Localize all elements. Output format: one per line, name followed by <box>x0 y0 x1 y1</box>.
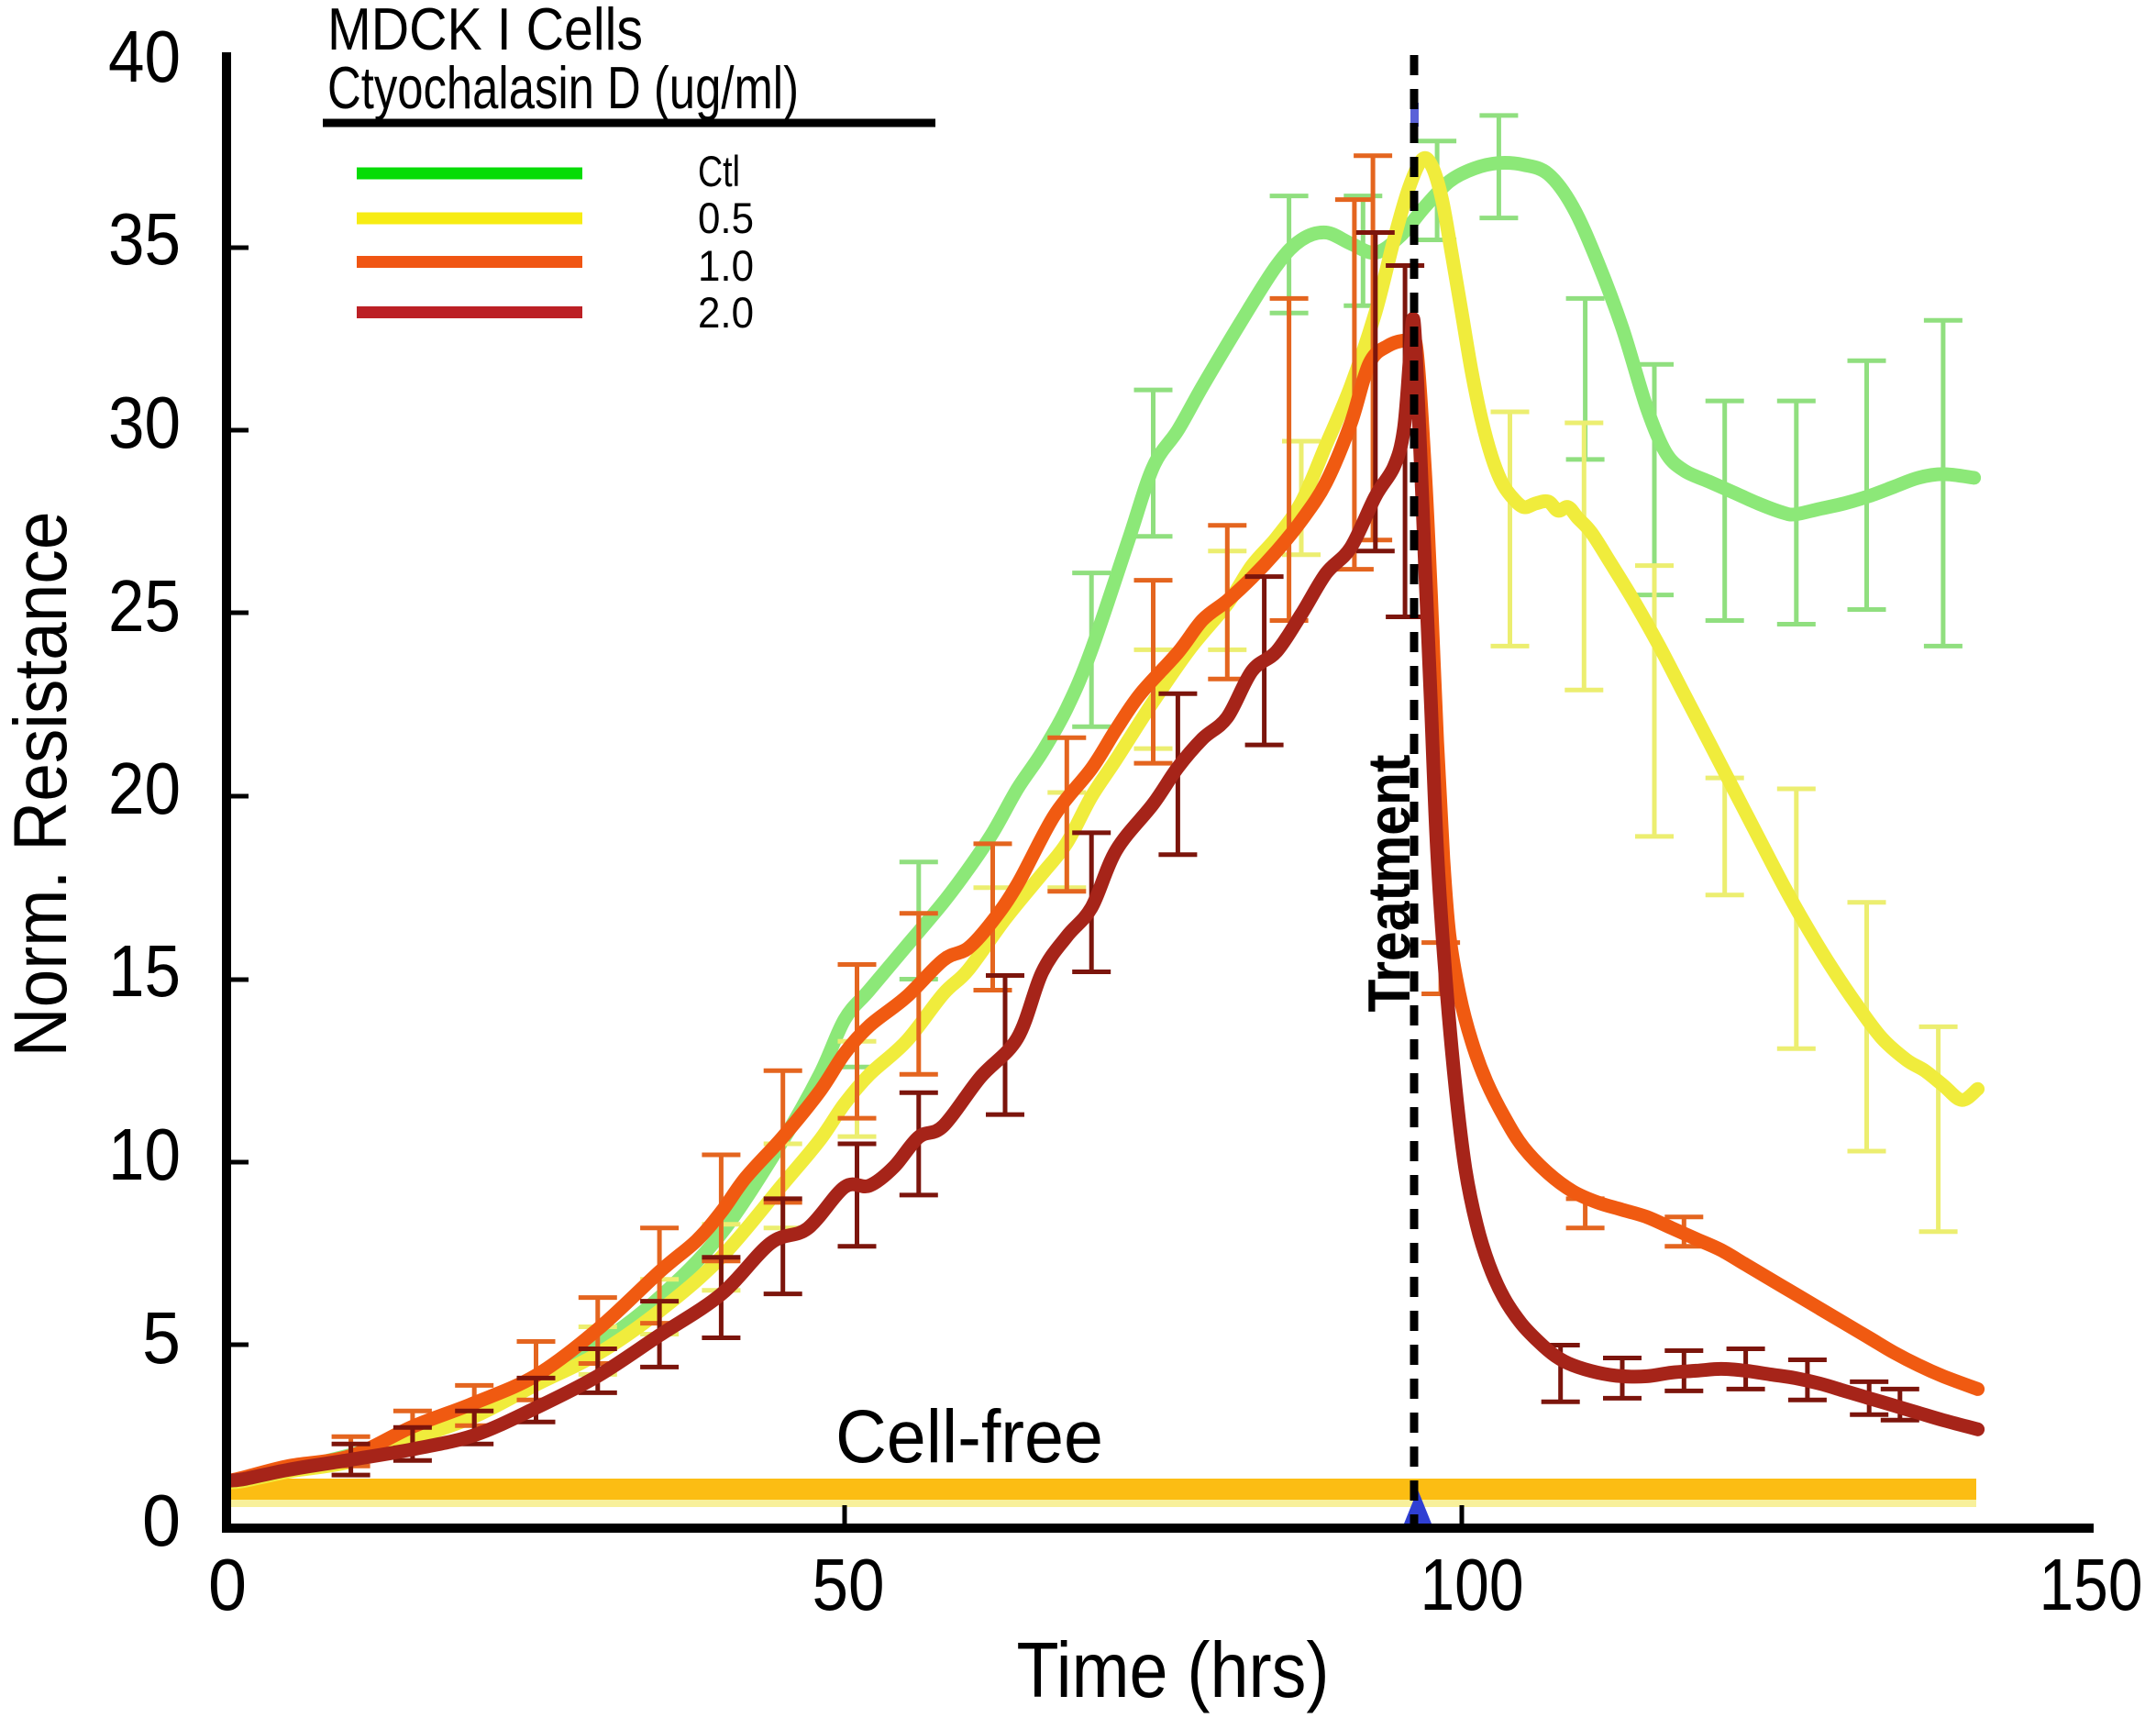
svg-text:20: 20 <box>108 748 181 829</box>
svg-text:MDCK I Cells: MDCK I Cells <box>327 0 643 62</box>
svg-text:Cell-free: Cell-free <box>835 1395 1103 1479</box>
svg-text:1.0: 1.0 <box>698 241 754 290</box>
svg-text:25: 25 <box>108 565 181 647</box>
svg-text:Ctyochalasin D (ug/ml): Ctyochalasin D (ug/ml) <box>327 54 799 121</box>
svg-text:0.5: 0.5 <box>698 194 754 242</box>
svg-text:Norm. Resistance: Norm. Resistance <box>0 512 83 1058</box>
svg-text:0: 0 <box>208 1544 247 1625</box>
svg-text:35: 35 <box>108 198 181 280</box>
svg-text:30: 30 <box>108 382 181 463</box>
svg-text:150: 150 <box>2040 1544 2143 1625</box>
svg-text:Treatment: Treatment <box>1355 755 1422 1013</box>
svg-text:40: 40 <box>108 16 181 97</box>
svg-text:100: 100 <box>1421 1544 1524 1625</box>
svg-text:50: 50 <box>813 1544 885 1625</box>
svg-text:5: 5 <box>142 1297 181 1379</box>
svg-text:Time (hrs): Time (hrs) <box>1017 1627 1330 1714</box>
svg-text:10: 10 <box>108 1114 181 1195</box>
svg-text:2.0: 2.0 <box>698 288 754 337</box>
svg-text:15: 15 <box>108 930 181 1012</box>
svg-text:Ctl: Ctl <box>698 147 740 195</box>
svg-text:0: 0 <box>142 1480 181 1561</box>
